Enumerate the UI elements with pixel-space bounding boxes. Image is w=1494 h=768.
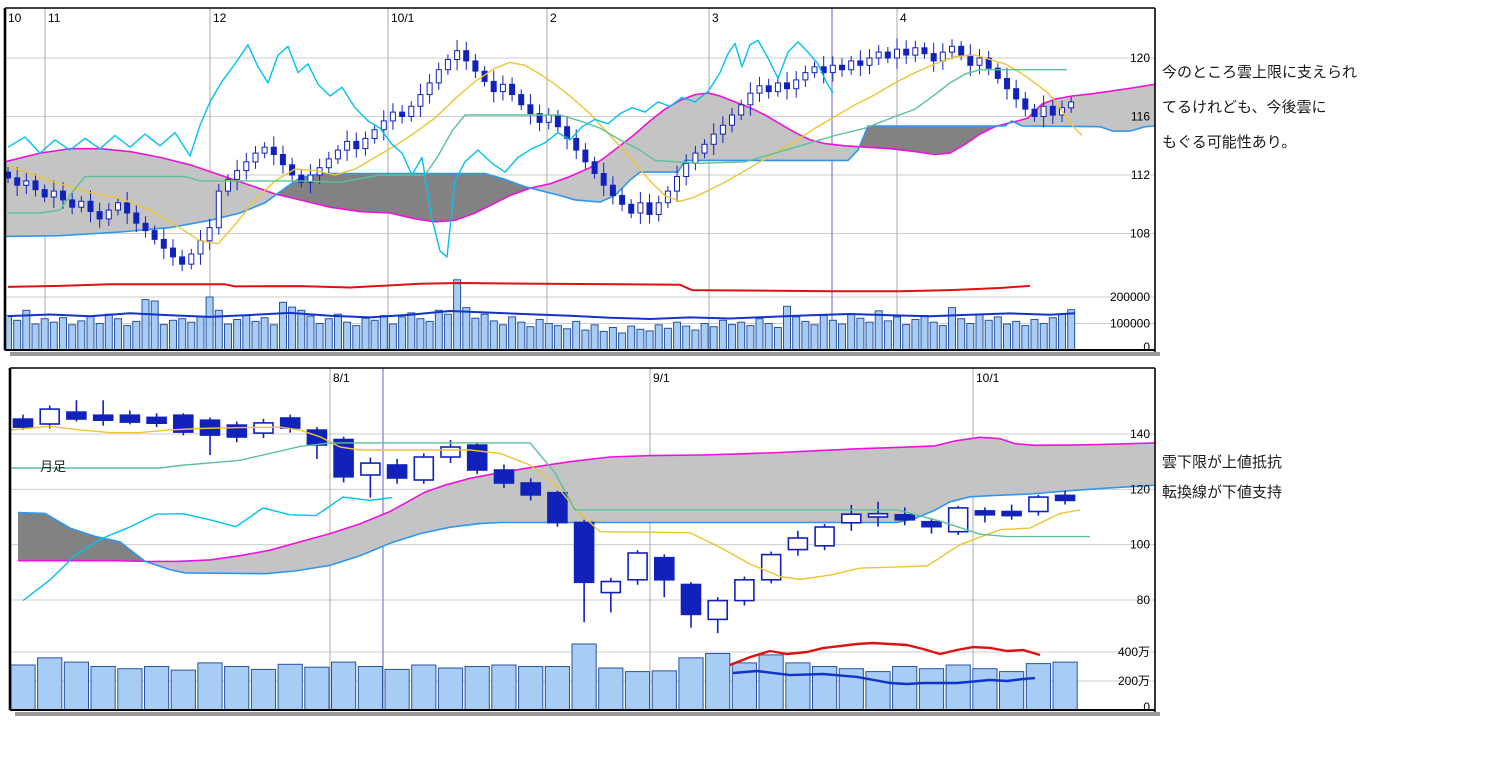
annotation-line: もぐる可能性あり。 [1162, 134, 1297, 151]
monthly-x-label: 8/1 [333, 371, 350, 385]
monthly-volume-ma-blue [732, 669, 1036, 686]
daily-price-label: 112 [1131, 168, 1150, 182]
daily-chart: 10 11 12 10/1 2 3 4 120 116 112 108 200000 100000 0 [3, 7, 1160, 356]
daily-x-label: 2 [550, 11, 557, 25]
monthly-volume-label: 0 [1143, 700, 1150, 714]
daily-chart-annotation: 今のところ雲上限に支えられ てるけれども、今後雲に もぐる可能性あり。 [1162, 55, 1357, 160]
monthly-kijun [10, 442, 1090, 538]
annotation-line: 今のところ雲上限に支えられ [1162, 64, 1358, 81]
monthly-chart-label: 月足 [40, 459, 67, 474]
daily-kijun [8, 68, 1067, 214]
daily-x-label: 4 [900, 11, 907, 25]
daily-volume-ma-blue [7, 310, 1076, 320]
monthly-x-label: 10/1 [976, 371, 1000, 385]
daily-lagging [7, 39, 834, 258]
daily-volume-ma-red [7, 282, 1031, 293]
monthly-volume-label: 400万 [1118, 645, 1150, 659]
monthly-price-label: 100 [1130, 538, 1150, 552]
daily-x-label: 3 [712, 11, 719, 25]
daily-volume-label: 200000 [1110, 290, 1150, 304]
monthly-volume-label: 200万 [1118, 674, 1150, 688]
daily-x-label: 10/1 [391, 11, 415, 25]
monthly-x-label: 9/1 [653, 371, 670, 385]
annotation-line: 転換線が下値支持 [1162, 484, 1283, 501]
daily-volume-label: 100000 [1110, 317, 1150, 331]
daily-x-label: 11 [48, 11, 61, 25]
daily-price-label: 108 [1130, 227, 1150, 241]
annotation-line: てるけれども、今後雲に [1162, 99, 1327, 116]
annotation-line: 雲下限が上値抵抗 [1162, 454, 1283, 471]
daily-price-label: 120 [1130, 51, 1150, 65]
daily-x-label: 10 [8, 11, 22, 25]
daily-price-label: 116 [1131, 110, 1150, 124]
monthly-tenkan [9, 425, 1081, 581]
monthly-lagging [22, 496, 393, 602]
monthly-price-label: 120 [1130, 482, 1150, 496]
monthly-volume-ma-red [729, 641, 1041, 667]
monthly-price-label: 140 [1130, 427, 1150, 441]
monthly-chart-annotation: 雲下限が上値抵抗 転換線が下値支持 [1162, 448, 1282, 508]
monthly-price-label: 80 [1137, 593, 1151, 607]
daily-x-label: 12 [213, 11, 227, 25]
monthly-chart: 8/1 9/1 10/1 140 120 100 80 400万 200万 0 [8, 367, 1160, 716]
daily-volume-label: 0 [1143, 340, 1150, 354]
daily-tenkan [7, 54, 1083, 245]
